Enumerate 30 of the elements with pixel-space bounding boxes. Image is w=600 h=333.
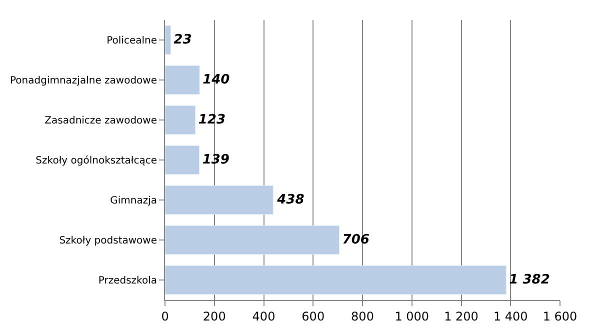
y-tick-label: Szkoły podstawowe xyxy=(59,236,157,246)
y-tick-label: Szkoły ogólnokształcące xyxy=(36,156,157,166)
x-tick-label: 400 xyxy=(252,309,276,324)
x-tick-label: 1 400 xyxy=(493,309,528,324)
data-label: 706 xyxy=(342,232,370,248)
data-label: 140 xyxy=(202,72,230,88)
bar xyxy=(165,185,274,215)
y-tick-label: Policealne xyxy=(106,36,157,46)
bar xyxy=(165,265,506,295)
x-tick-label: 1 000 xyxy=(394,309,430,324)
y-tick-label: Przedszkola xyxy=(98,276,157,286)
data-label: 23 xyxy=(174,32,192,48)
data-label: 1 382 xyxy=(509,272,550,288)
y-tick-label: Zasadnicze zawodowe xyxy=(44,116,157,126)
data-label: 123 xyxy=(198,112,226,128)
x-tick-label: 0 xyxy=(161,309,169,324)
x-tick-label: 1 200 xyxy=(444,309,478,324)
data-label: 139 xyxy=(202,152,230,168)
bar xyxy=(165,145,200,175)
x-tick-label: 1 600 xyxy=(542,309,578,324)
bar xyxy=(165,65,200,95)
y-tick-label: Gimnazja xyxy=(110,196,157,206)
bar xyxy=(165,105,196,135)
data-label: 438 xyxy=(276,192,304,208)
x-tick-label: 800 xyxy=(351,309,374,324)
x-tick-label: 200 xyxy=(202,309,226,324)
bar xyxy=(165,25,171,55)
y-tick-label: Ponadgimnazjalne zawodowe xyxy=(10,76,157,86)
x-tick-label: 600 xyxy=(302,309,325,324)
bar xyxy=(165,225,340,255)
